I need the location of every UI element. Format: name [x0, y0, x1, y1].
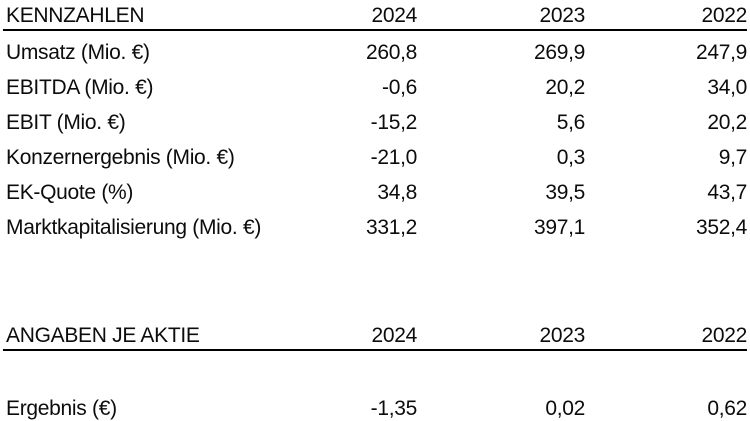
- value-2024: -0,6: [382, 75, 417, 99]
- value-2023: 39,5: [545, 180, 585, 204]
- table-title: ANGABEN JE AKTIE: [6, 323, 200, 347]
- year-header-2022: 2022: [701, 323, 747, 347]
- row-label: EBIT (Mio. €): [6, 110, 126, 134]
- angaben-header-row: ANGABEN JE AKTIE 2024 2023 2022: [3, 322, 747, 351]
- value-2024: 34,8: [377, 180, 417, 204]
- year-header-2024: 2024: [371, 323, 417, 347]
- value-2022: 352,4: [695, 215, 747, 239]
- table-row-ek-quote: EK-Quote (%) 34,8 39,5 43,7: [3, 175, 747, 210]
- row-label: EBITDA (Mio. €): [6, 75, 154, 99]
- value-2023: 5,6: [556, 110, 586, 134]
- value-2024: -15,2: [370, 110, 418, 134]
- value-2023: 20,2: [545, 75, 585, 99]
- value-2023: 0,3: [556, 145, 586, 169]
- value-2024: 260,8: [365, 40, 417, 64]
- year-header-2023: 2023: [539, 323, 585, 347]
- value-2024: -1,35: [370, 396, 418, 420]
- value-2024: 331,2: [365, 215, 417, 239]
- table-row-ebit: EBIT (Mio. €) -15,2 5,6 20,2: [3, 105, 747, 140]
- kennzahlen-header-row: KENNZAHLEN 2024 2023 2022: [3, 2, 747, 31]
- year-header-2022: 2022: [701, 3, 747, 27]
- angaben-je-aktie-table: ANGABEN JE AKTIE 2024 2023 2022 Ergebnis…: [3, 322, 747, 421]
- row-label: Marktkapitalisierung (Mio. €): [6, 215, 262, 239]
- table-row-ergebnis: Ergebnis (€) -1,35 0,02 0,62: [3, 391, 747, 421]
- table-row-umsatz: Umsatz (Mio. €) 260,8 269,9 247,9: [3, 35, 747, 70]
- row-label: Umsatz (Mio. €): [6, 40, 150, 64]
- value-2023: 269,9: [533, 40, 585, 64]
- year-header-2023: 2023: [539, 3, 585, 27]
- table-row-ebitda: EBITDA (Mio. €) -0,6 20,2 34,0: [3, 70, 747, 105]
- row-label: EK-Quote (%): [6, 180, 134, 204]
- value-2023: 397,1: [533, 215, 585, 239]
- table-row-konzernergebnis: Konzernergebnis (Mio. €) -21,0 0,3 9,7: [3, 140, 747, 175]
- row-label: Konzernergebnis (Mio. €): [6, 145, 235, 169]
- value-2022: 9,7: [718, 145, 748, 169]
- value-2024: -21,0: [370, 145, 418, 169]
- kennzahlen-body: Umsatz (Mio. €) 260,8 269,9 247,9 EBITDA…: [3, 35, 747, 245]
- value-2022: 247,9: [695, 40, 747, 64]
- kennzahlen-table: KENNZAHLEN 2024 2023 2022 Umsatz (Mio. €…: [3, 2, 747, 245]
- angaben-body: Ergebnis (€) -1,35 0,02 0,62: [3, 391, 747, 421]
- value-2022: 20,2: [707, 110, 747, 134]
- table-title: KENNZAHLEN: [6, 3, 145, 27]
- table-row-marktkapitalisierung: Marktkapitalisierung (Mio. €) 331,2 397,…: [3, 210, 747, 245]
- value-2022: 43,7: [707, 180, 747, 204]
- value-2022: 34,0: [707, 75, 747, 99]
- value-2022: 0,62: [707, 396, 747, 420]
- year-header-2024: 2024: [371, 3, 417, 27]
- value-2023: 0,02: [545, 396, 585, 420]
- row-label: Ergebnis (€): [6, 396, 117, 420]
